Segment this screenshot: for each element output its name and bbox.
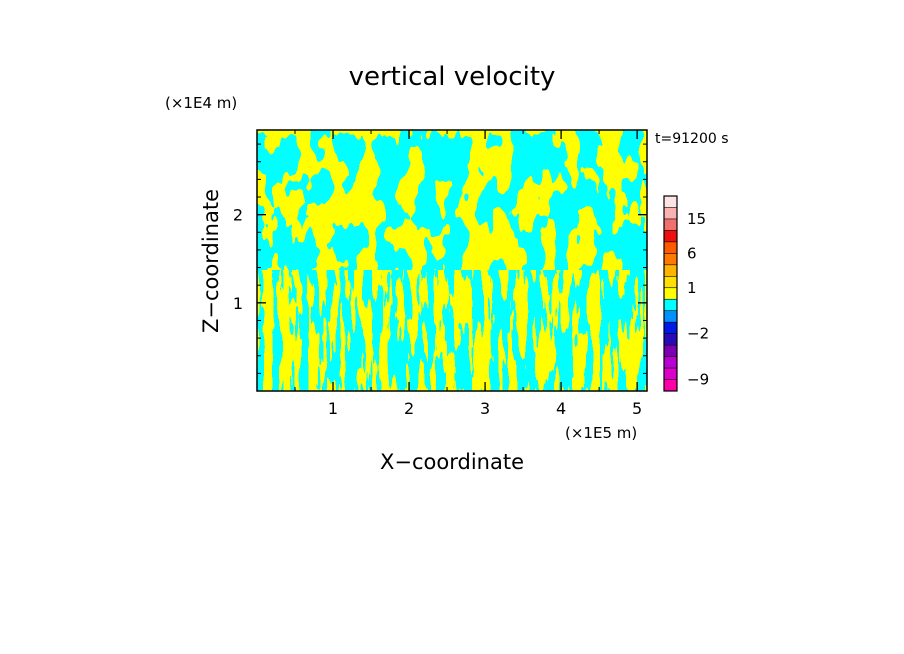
colorbar-swatch — [664, 299, 677, 312]
colorbar-tick-label: 6 — [687, 244, 697, 262]
y-axis-label: Z−coordinate — [199, 189, 223, 333]
colorbar-swatch — [664, 207, 677, 220]
colorbar-swatch — [664, 196, 677, 208]
heatmap-field — [257, 130, 647, 391]
colorbar-swatch — [664, 276, 677, 289]
x-tick-label: 4 — [556, 399, 566, 418]
field-upper — [257, 130, 647, 290]
x-tick-label: 3 — [480, 399, 490, 418]
colorbar-tick-label: 15 — [687, 210, 706, 228]
x-axis-label: X−coordinate — [380, 450, 524, 474]
colorbar-tick-label: 1 — [687, 279, 697, 297]
plot-frame — [256, 129, 648, 392]
colorbar-swatch — [664, 379, 677, 392]
x-tick-label: 2 — [404, 399, 414, 418]
x-tick-label: 1 — [328, 399, 338, 418]
colorbar-tick-label: −2 — [687, 325, 709, 343]
field-lower — [257, 270, 647, 391]
colorbar-swatch — [664, 345, 677, 357]
time-label: t=91200 s — [655, 131, 729, 147]
colorbar-swatch — [664, 264, 677, 277]
colorbar-swatch — [664, 218, 677, 231]
y-tick-label: 2 — [233, 206, 243, 225]
colorbar-swatch — [664, 322, 677, 334]
y-tick-label: 1 — [233, 294, 243, 313]
x-axis-ticks: 1 2 3 4 5 — [294, 130, 642, 418]
chart-title: vertical velocity — [349, 62, 556, 92]
colorbar-swatch — [664, 368, 677, 380]
y-unit-label: (×1E4 m) — [165, 94, 237, 112]
colorbar-frame — [663, 195, 678, 392]
colorbar-tick-label: −9 — [687, 371, 709, 389]
colorbar: 15 6 1 −2 −9 — [663, 195, 709, 392]
colorbar-swatch — [664, 230, 677, 243]
colorbar-swatch — [664, 356, 677, 369]
colorbar-swatch — [664, 287, 677, 300]
colorbar-swatch — [664, 253, 677, 266]
colorbar-swatch — [664, 241, 677, 254]
colorbar-swatch — [664, 333, 677, 346]
colorbar-swatch — [664, 310, 677, 323]
x-unit-label: (×1E5 m) — [565, 424, 637, 442]
y-axis-ticks: 12 — [233, 143, 647, 374]
x-tick-label: 5 — [632, 399, 642, 418]
